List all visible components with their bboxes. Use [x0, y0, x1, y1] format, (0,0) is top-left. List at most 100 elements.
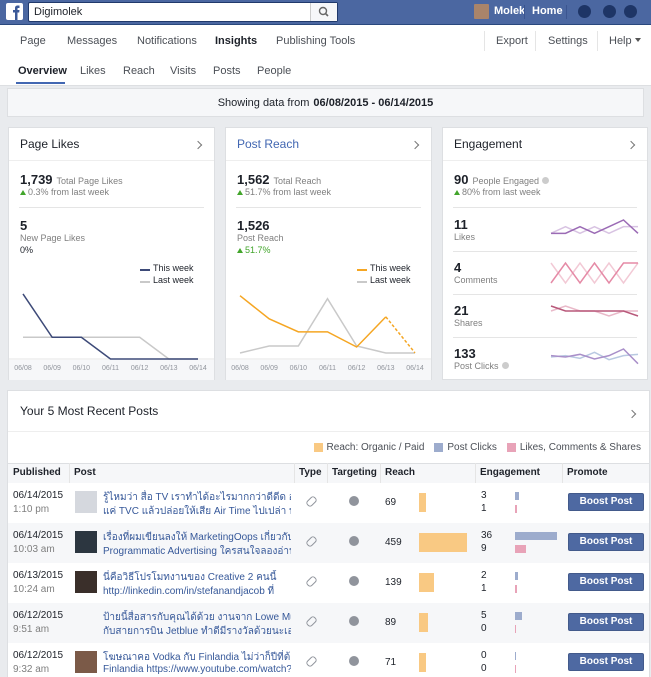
likes-bar — [515, 505, 518, 513]
total-label: Total Reach — [273, 176, 322, 186]
sparkline — [550, 351, 639, 361]
nav-item[interactable]: Publishing Tools — [276, 35, 356, 47]
top-icon[interactable] — [624, 5, 637, 18]
metric-value: 4 — [454, 260, 462, 275]
search-box[interactable]: Digimolek — [28, 2, 338, 22]
clicks-bar — [515, 652, 516, 660]
legend-swatch — [506, 443, 516, 452]
top-icon[interactable] — [603, 5, 616, 18]
nav-item[interactable]: Export — [496, 35, 528, 47]
chart-svg: 06/08 06/09 06/10 06/11 06/12 06/13 06/14 — [226, 295, 431, 380]
sub-nav-item[interactable]: Visits — [170, 65, 197, 77]
metric-label: Comments — [454, 275, 498, 285]
metric-label: Shares — [454, 318, 483, 328]
sub-nav-item[interactable]: Reach — [123, 65, 155, 77]
total-label: Total Page Likes — [56, 176, 123, 186]
likes-bar — [515, 665, 516, 673]
change: 80% from last week — [454, 187, 541, 197]
legend-swatch — [140, 281, 150, 283]
post-text[interactable]: รู้ไหมว่า สื่อ TV เราทำได้อะไรมากกว่าดีด… — [103, 492, 291, 503]
x-tick-label: 06/12 — [348, 365, 366, 372]
sub-nav-item[interactable]: Overview — [18, 65, 67, 77]
date-bar: Showing data from 06/08/2015 - 06/14/2015 — [7, 88, 644, 117]
x-tick-label: 06/09 — [43, 365, 61, 372]
boost-button[interactable]: Boost Post — [568, 613, 644, 631]
clicks-bar — [515, 532, 558, 540]
post-text[interactable]: ป้ายนี้สื่อสารกับคุณได้ด้วย งานจาก Lowe … — [103, 612, 291, 623]
clicks-value: 2 — [481, 570, 487, 581]
series-line — [239, 295, 387, 348]
boost-button[interactable]: Boost Post — [568, 533, 644, 551]
legend-swatch — [434, 443, 444, 452]
reach-value: 89 — [385, 617, 397, 628]
magnifier — [318, 6, 328, 16]
clicks-bar — [515, 572, 519, 580]
column-header: Published — [13, 467, 61, 478]
divider — [453, 337, 637, 338]
post-text[interactable]: เรื่องที่ผมเขียนลงให้ MarketingOops เกี่… — [103, 532, 291, 543]
x-tick-label: 06/13 — [160, 365, 178, 372]
nav-item[interactable]: Settings — [548, 35, 588, 47]
chart-svg — [550, 219, 639, 365]
legend-label: This week — [370, 263, 411, 273]
x-tick-label: 06/14 — [189, 365, 207, 372]
post-text[interactable]: แค่ TVC แล้วปล่อยให้เสีย Air Time ไปเปล่… — [103, 506, 291, 517]
column-header: Type — [299, 467, 322, 478]
nav-item[interactable]: Page — [20, 35, 46, 47]
search-icon[interactable] — [310, 3, 337, 21]
likes-bar — [515, 545, 527, 553]
post-text[interactable]: Finlandia https://www.youtube.com/watch? — [103, 664, 291, 675]
boost-button[interactable]: Boost Post — [568, 653, 644, 671]
post-text[interactable]: นี่คือวิธีโปรโมทงานของ Creative 2 คนนี้ — [103, 572, 277, 583]
sub-nav-item[interactable]: Posts — [213, 65, 241, 77]
magnifier-handle — [324, 12, 329, 17]
thumbnail — [75, 571, 97, 593]
user-name[interactable]: Molek — [494, 5, 526, 17]
nav-item[interactable]: Help — [609, 35, 641, 47]
home-link[interactable]: Home — [532, 5, 563, 17]
chevron[interactable] — [627, 409, 637, 419]
boost-button[interactable]: Boost Post — [568, 493, 644, 511]
nav-item[interactable]: Messages — [67, 35, 118, 47]
sub-nav-item[interactable]: Likes — [80, 65, 106, 77]
post-text[interactable]: กับสายการบิน Jetblue ทำดีมีรางวัลด้วยนะเ… — [103, 626, 291, 637]
info-icon — [542, 177, 550, 184]
post-text[interactable]: Programmatic Advertising ใครสนใจลองอ่านด… — [103, 546, 291, 557]
post-date: 06/13/2015 — [13, 570, 64, 581]
nav-bar: Page Messages Notifications Insights Publish… — [0, 25, 651, 58]
sub-change: 0% — [20, 245, 34, 255]
metric-value: 21 — [454, 303, 469, 318]
metric-label: Likes — [454, 232, 476, 242]
metric-label: Post Clicks — [454, 361, 509, 371]
total-value: 1,739 — [20, 172, 53, 187]
table-header — [8, 463, 649, 484]
sub-nav-item[interactable]: People — [257, 65, 292, 77]
divider — [453, 294, 637, 295]
change: 51.7% from last week — [237, 187, 331, 197]
boost-button[interactable]: Boost Post — [568, 573, 644, 591]
series-line — [23, 336, 198, 360]
post-text[interactable]: โฆษณาคอ Vodka กับ Finlandia ไม่ว่าก็ปีที… — [103, 652, 291, 663]
x-tick-label: 06/10 — [73, 365, 91, 372]
x-tick-label: 06/11 — [102, 365, 119, 372]
legend-label: Likes, Comments & Shares — [519, 442, 641, 453]
logo-f — [13, 5, 20, 20]
card-title[interactable]: Page Likes — [20, 137, 80, 151]
card: Engagement 90 People Engaged 80% from last … — [442, 127, 648, 380]
x-tick-label: 06/09 — [260, 365, 278, 372]
sub-value: 5 — [20, 218, 28, 233]
top-icon[interactable] — [578, 5, 591, 18]
card-title[interactable]: Engagement — [454, 137, 523, 151]
nav-item[interactable]: Notifications — [137, 35, 197, 47]
x-tick-label: 06/13 — [377, 365, 395, 372]
avatar[interactable] — [474, 4, 489, 19]
card: Post Reach 1,562 Total Reach 51.7% from las… — [225, 127, 432, 380]
nav-item[interactable]: Insights — [215, 35, 258, 47]
reach-value: 459 — [385, 537, 402, 548]
post-text[interactable]: http://linkedin.com/in/stefanandjacob ที… — [103, 586, 275, 597]
clicks-value: 0 — [481, 650, 487, 661]
total-row: 1,739 Total Page Likes — [20, 172, 123, 187]
likes-value: 0 — [481, 623, 487, 634]
card-title[interactable]: Post Reach — [237, 137, 300, 151]
separator — [535, 31, 536, 51]
